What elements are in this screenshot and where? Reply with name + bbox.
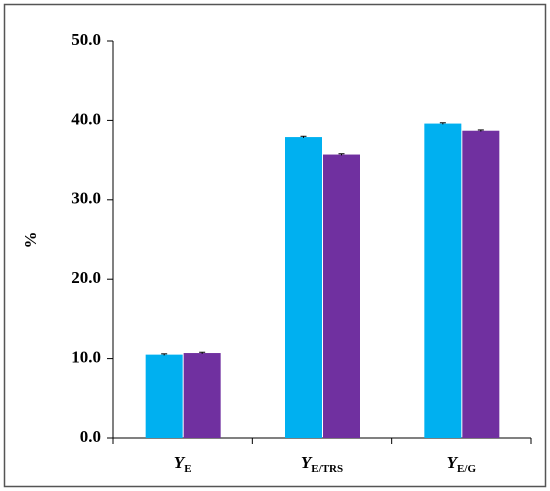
category-main: Y bbox=[174, 453, 186, 472]
y-tick-label: 20.0 bbox=[71, 268, 101, 287]
y-tick-label: 10.0 bbox=[71, 348, 101, 367]
y-tick-label: 40.0 bbox=[71, 109, 101, 128]
x-tick-label: YE bbox=[174, 453, 192, 475]
y-tick-label: 0.0 bbox=[80, 427, 101, 446]
category-main: Y bbox=[447, 453, 459, 472]
x-tick-label: YE/TRS bbox=[301, 453, 343, 475]
bar bbox=[183, 353, 221, 438]
category-subscript: E bbox=[184, 463, 191, 475]
bar bbox=[424, 123, 462, 439]
bar bbox=[285, 137, 322, 438]
category-subscript: E/G bbox=[457, 463, 476, 475]
x-tick-label: YE/G bbox=[447, 453, 477, 475]
category-main: Y bbox=[301, 453, 313, 472]
y-tick-label: 30.0 bbox=[71, 189, 101, 208]
bar bbox=[145, 354, 183, 438]
y-tick-label: 50.0 bbox=[71, 30, 101, 49]
category-subscript: E/TRS bbox=[311, 463, 343, 475]
y-axis-label: % bbox=[21, 232, 40, 249]
bar bbox=[323, 154, 360, 439]
bar bbox=[462, 130, 500, 439]
